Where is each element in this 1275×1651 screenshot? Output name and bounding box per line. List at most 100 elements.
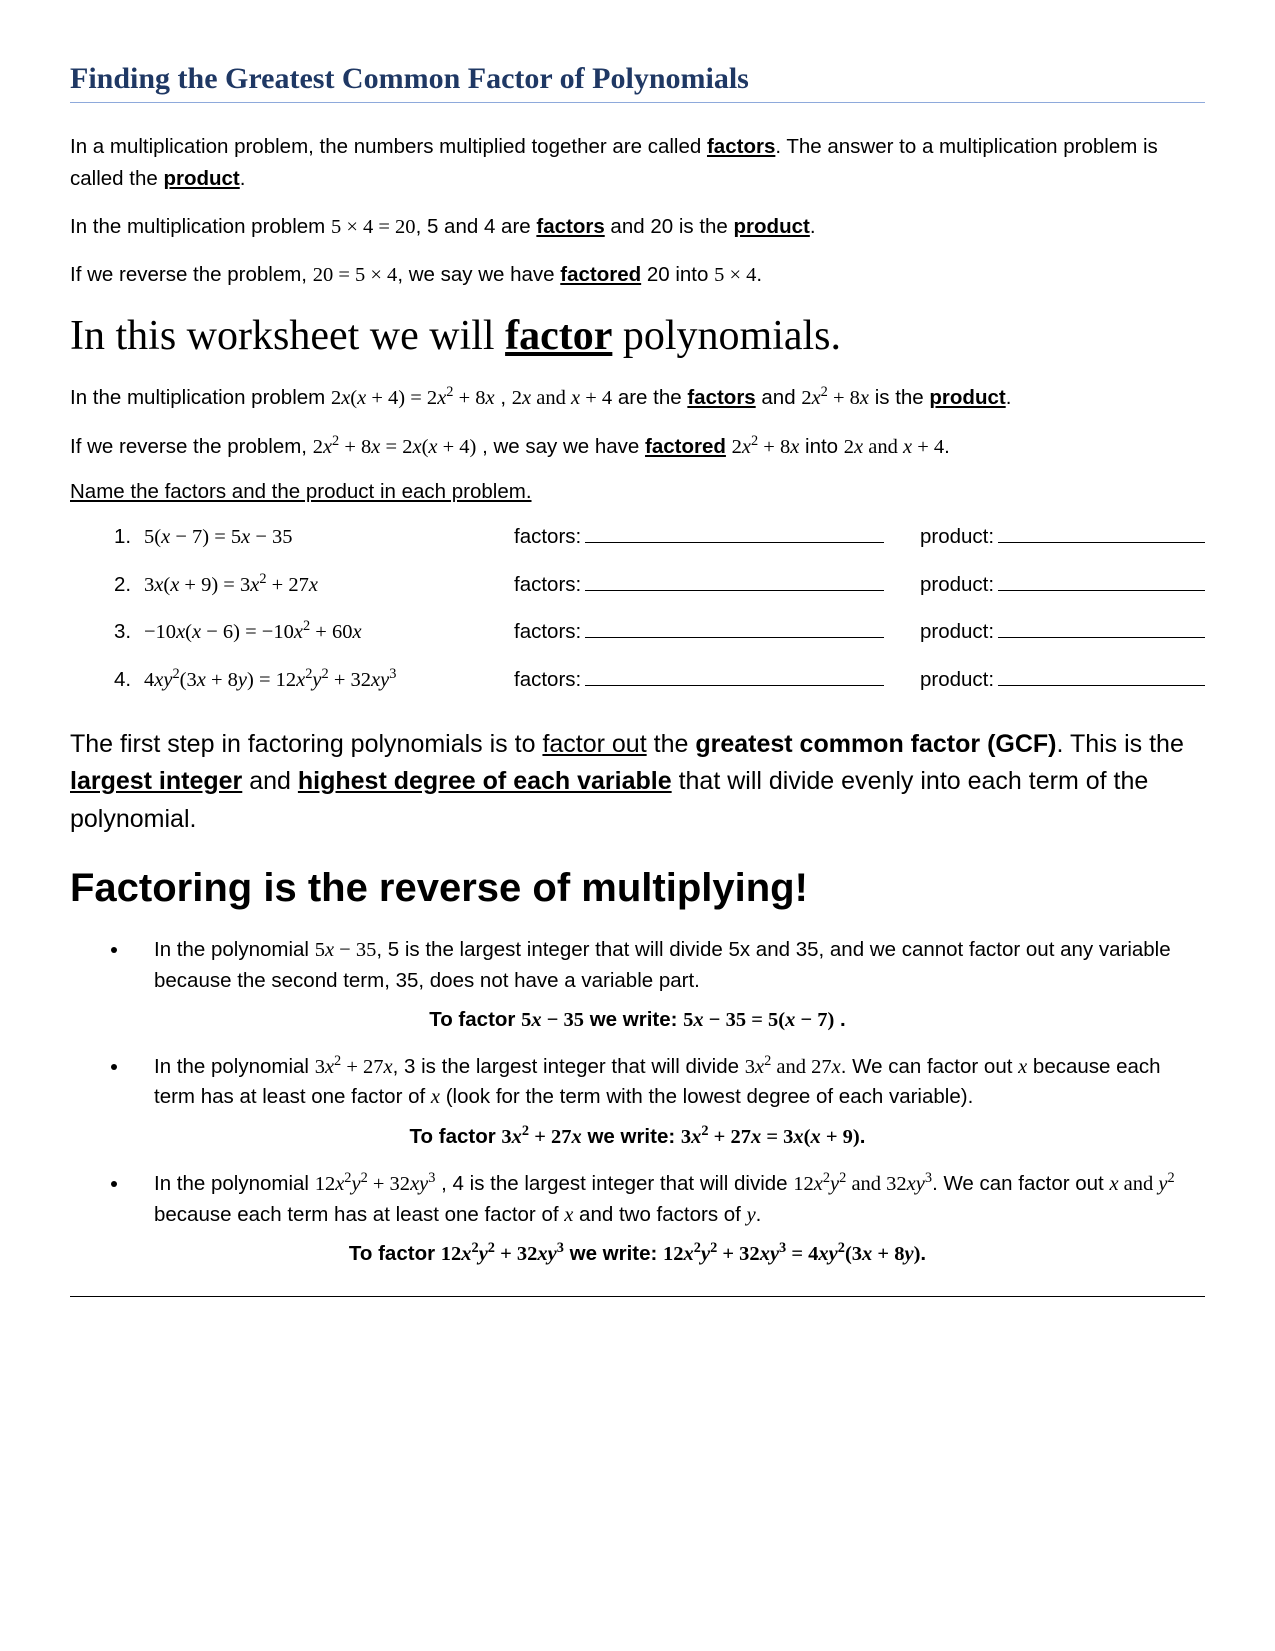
bullet-list: In the polynomial 3x2 + 27x, 3 is the la…: [70, 1052, 1205, 1113]
bullet-list: In the polynomial 5x − 35, 5 is the larg…: [70, 935, 1205, 995]
product-field: product:: [920, 617, 1205, 645]
label-factors: factors:: [514, 573, 581, 597]
text: If we reverse the problem,: [70, 435, 313, 458]
equation: 3x2 + 27x = 3x(x + 9): [681, 1126, 860, 1148]
blank-line[interactable]: [585, 617, 884, 639]
label-product: product:: [920, 525, 994, 549]
text: In the polynomial: [154, 1172, 315, 1195]
text: is the: [869, 386, 929, 409]
exercise-row: 1.5(x − 7) = 5x − 35factors: product:: [114, 522, 1205, 550]
blank-line[interactable]: [998, 522, 1205, 544]
text: and: [756, 386, 802, 409]
divider: [70, 1296, 1205, 1297]
text: In the polynomial: [154, 938, 315, 961]
label-factors: factors:: [514, 525, 581, 549]
write-2: To factor 3x2 + 27x we write: 3x2 + 27x …: [70, 1125, 1205, 1149]
write-1: To factor 5x − 35 we write: 5x − 35 = 5(…: [70, 1008, 1205, 1032]
section-heading-factor: In this worksheet we will factor polynom…: [70, 312, 1205, 360]
text: .: [240, 167, 246, 190]
label-factors: factors:: [514, 620, 581, 644]
text: the: [647, 730, 696, 758]
blank-line[interactable]: [585, 664, 884, 686]
text: In this worksheet we will: [70, 313, 505, 359]
text: ,: [495, 386, 512, 409]
product-field: product:: [920, 664, 1205, 692]
term-largest-integer: largest integer: [70, 767, 242, 795]
exercise-equation: 5(x − 7) = 5x − 35: [144, 526, 514, 549]
text: , 3 is the largest integer that will div…: [393, 1055, 745, 1078]
variable-x: x: [564, 1204, 573, 1226]
term-factored: factored: [560, 263, 641, 286]
term-factors: factors: [536, 215, 604, 238]
equation: 2x and x + 4: [844, 436, 944, 458]
blank-line[interactable]: [998, 617, 1205, 639]
exercise-list: 1.5(x − 7) = 5x − 35factors: product: 2.…: [70, 522, 1205, 692]
text: , 5 and 4 are: [416, 215, 537, 238]
text: In the multiplication problem: [70, 215, 331, 238]
blank-line[interactable]: [998, 569, 1205, 591]
text: In a multiplication problem, the numbers…: [70, 135, 707, 158]
variable-y: y: [747, 1204, 756, 1226]
blank-line[interactable]: [585, 569, 884, 591]
label-product: product:: [920, 668, 994, 692]
text: .: [860, 1125, 866, 1148]
term-factors: factors: [707, 135, 775, 158]
product-field: product:: [920, 522, 1205, 550]
term-product: product: [163, 167, 239, 190]
equation: 3x2 and 27x: [745, 1056, 841, 1078]
text: .: [944, 435, 950, 458]
bullet-3: In the polynomial 12x2y2 + 32xy3 , 4 is …: [130, 1169, 1205, 1230]
equation: 12x2y2 + 32xy3: [315, 1173, 436, 1195]
label-product: product:: [920, 573, 994, 597]
text: To factor: [429, 1008, 521, 1031]
text: . We can factor out: [841, 1055, 1018, 1078]
label-factors: factors:: [514, 668, 581, 692]
factors-field: factors:: [514, 569, 884, 597]
text: , we say we have: [397, 263, 560, 286]
term-factored: factored: [645, 435, 726, 458]
text: .: [756, 263, 762, 286]
poly-para-1: In the multiplication problem 2x(x + 4) …: [70, 382, 1205, 415]
term-highest-degree: highest degree of each variable: [298, 767, 672, 795]
exercise-equation: 3x(x + 9) = 3x2 + 27x: [144, 574, 514, 597]
equation: 3x2 + 27x: [501, 1126, 581, 1148]
equation: 2x(x + 4) = 2x2 + 8x: [331, 387, 495, 409]
exercise-number: 2.: [114, 573, 144, 597]
poly-para-2: If we reverse the problem, 2x2 + 8x = 2x…: [70, 431, 1205, 464]
exercise-row: 4.4xy2(3x + 8y) = 12x2y2 + 32xy3factors:…: [114, 664, 1205, 692]
text: , 4 is the largest integer that will div…: [435, 1172, 793, 1195]
text: polynomials.: [612, 313, 841, 359]
text: If we reverse the problem,: [70, 263, 313, 286]
variable-x: x: [431, 1086, 440, 1108]
text: .: [834, 1008, 845, 1031]
equation: 2x2 + 8x = 2x(x + 4): [313, 436, 477, 458]
text: To factor: [410, 1125, 502, 1148]
factors-field: factors:: [514, 522, 884, 550]
text: we write:: [582, 1125, 681, 1148]
term-product: product: [929, 386, 1005, 409]
equation: x and y2: [1109, 1173, 1174, 1195]
exercise-number: 3.: [114, 620, 144, 644]
text: .: [756, 1203, 762, 1226]
equation: 12x2y2 and 32xy3: [793, 1173, 932, 1195]
bullet-list: In the polynomial 12x2y2 + 32xy3 , 4 is …: [70, 1169, 1205, 1230]
term-product: product: [734, 215, 810, 238]
text: are the: [612, 386, 687, 409]
blank-line[interactable]: [585, 522, 884, 544]
factors-field: factors:: [514, 664, 884, 692]
text: . We can factor out: [932, 1172, 1109, 1195]
exercise-equation: −10x(x − 6) = −10x2 + 60x: [144, 621, 514, 644]
write-3: To factor 12x2y2 + 32xy3 we write: 12x2y…: [70, 1242, 1205, 1266]
exercise-intro: Name the factors and the product in each…: [70, 480, 1205, 504]
text: To factor: [349, 1242, 441, 1265]
equation: 5x − 35 = 5(x − 7): [683, 1009, 834, 1031]
text: into: [799, 435, 843, 458]
term-factor-out: factor out: [542, 730, 646, 758]
product-field: product:: [920, 569, 1205, 597]
text: and 20 is the: [605, 215, 734, 238]
intro-para-3: If we reverse the problem, 20 = 5 × 4, w…: [70, 259, 1205, 292]
blank-line[interactable]: [998, 664, 1205, 686]
exercise-row: 2.3x(x + 9) = 3x2 + 27xfactors: product:: [114, 569, 1205, 597]
variable-x: x: [1018, 1056, 1027, 1078]
equation: 20 = 5 × 4: [313, 264, 398, 286]
